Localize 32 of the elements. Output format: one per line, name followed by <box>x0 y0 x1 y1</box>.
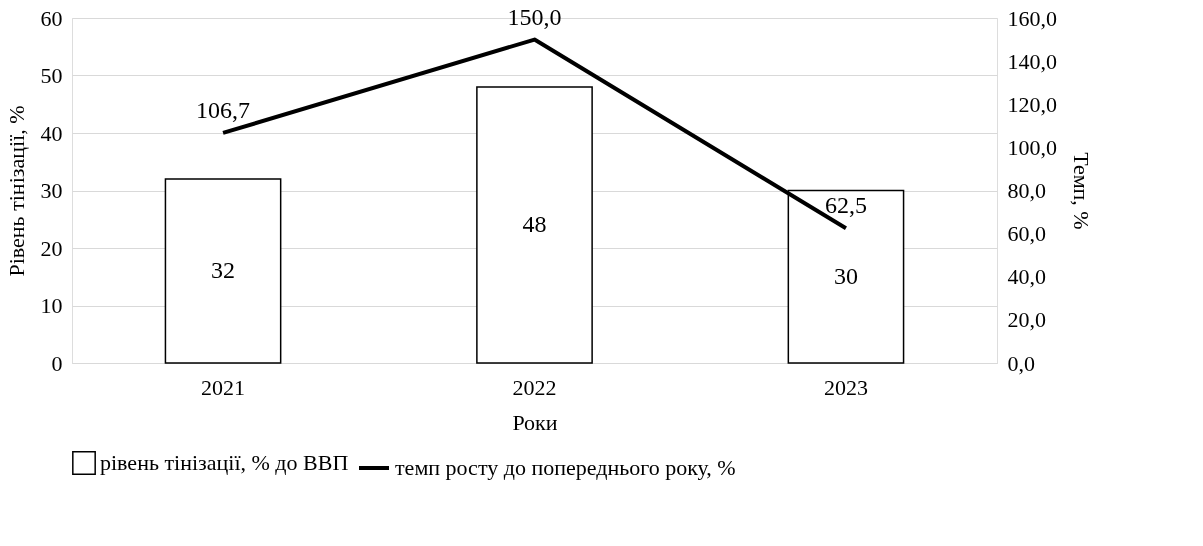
y-tick-label: 50 <box>40 63 63 88</box>
legend-label: рівень тінізації, % до ВВП <box>100 450 349 475</box>
y-tick-label: 0 <box>51 350 63 376</box>
y2-tick-label: 160,0 <box>1007 5 1057 31</box>
data-label: 32 <box>211 257 236 283</box>
data-label: 106,7 <box>196 96 251 123</box>
bar <box>164 178 282 364</box>
y2-tick-label: 0,0 <box>1007 350 1035 376</box>
data-label: 48 <box>522 211 547 237</box>
y-tick-label: 40 <box>40 120 63 146</box>
x-tick-label: 2023 <box>823 374 868 400</box>
y2-tick-label: 80,0 <box>1007 178 1046 203</box>
data-label: 62,5 <box>824 192 867 219</box>
y2-tick-label: 100,0 <box>1007 134 1057 160</box>
y2-tick-label: 40,0 <box>1007 264 1046 290</box>
y2-tick-label: 120,0 <box>1007 91 1057 117</box>
y-tick-label: 60 <box>40 5 63 31</box>
y-tick-label: 20 <box>40 235 63 261</box>
y2-axis-title: Темп, % <box>1069 152 1094 230</box>
y2-tick-label: 20,0 <box>1007 307 1046 333</box>
bar <box>476 86 593 364</box>
data-label: 150,0 <box>507 3 562 30</box>
y-axis-title: Рівень тінізації, % <box>3 105 29 277</box>
y2-tick-label: 140,0 <box>1007 48 1057 74</box>
y2-tick-label: 60,0 <box>1007 221 1046 247</box>
legend-label: темп росту до попереднього року, % <box>395 455 736 480</box>
y-tick-label: 30 <box>40 178 63 203</box>
x-tick-label: 2021 <box>201 374 246 400</box>
data-label: 30 <box>833 262 858 289</box>
x-tick-label: 2022 <box>512 374 557 400</box>
y-tick-label: 10 <box>40 293 63 318</box>
x-axis-title: Роки <box>512 409 558 435</box>
